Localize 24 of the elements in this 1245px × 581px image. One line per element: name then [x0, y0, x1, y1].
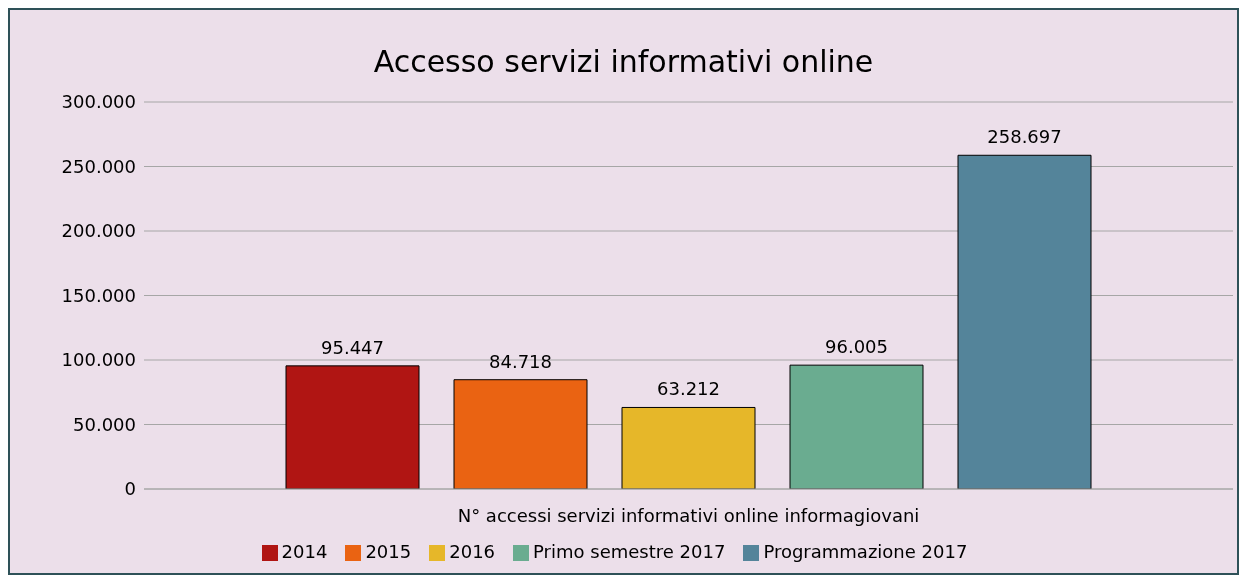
legend-label: 2016: [449, 541, 496, 562]
legend-label: 2014: [281, 541, 328, 562]
bar: [957, 154, 1092, 489]
bar: [285, 365, 420, 489]
y-tick-label: 200.000: [61, 220, 136, 242]
y-tick-label: 100.000: [61, 349, 136, 371]
legend-label: Primo semestre 2017: [533, 541, 726, 562]
bar: [789, 364, 924, 489]
data-label: 95.447: [321, 336, 384, 358]
x-tick-label: N° accessi servizi informativi online informagiovani: [457, 504, 920, 526]
data-label: 258.697: [987, 126, 1062, 148]
data-label: 84.718: [489, 350, 552, 372]
y-tick-label: 0: [124, 478, 136, 500]
y-tick-label: 50.000: [73, 413, 136, 435]
y-tick-label: 150.000: [61, 284, 136, 306]
chart-title: Accesso servizi informativi online: [372, 43, 875, 81]
legend-label: 2015: [365, 541, 412, 562]
bar: [621, 406, 756, 489]
bar: [453, 379, 588, 489]
data-label: 63.212: [657, 378, 720, 400]
legend-label: Programmazione 2017: [763, 541, 968, 562]
data-label: 96.005: [825, 336, 888, 358]
y-tick-label: 250.000: [61, 155, 136, 177]
y-tick-label: 300.000: [61, 91, 136, 113]
